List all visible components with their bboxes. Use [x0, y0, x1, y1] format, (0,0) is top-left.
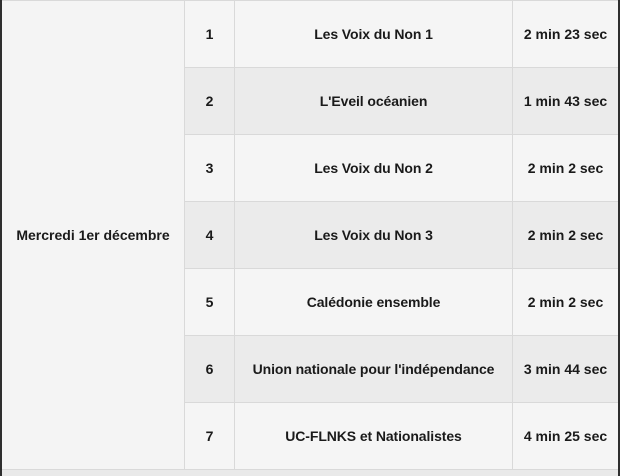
order-cell: 2 — [205, 93, 214, 109]
order-cell: 5 — [205, 294, 214, 310]
duration-cell: 4 min 25 sec — [523, 428, 608, 444]
order-cell: 6 — [205, 361, 214, 377]
name-cell: Les Voix du Non 3 — [234, 202, 513, 268]
table-body: Mercredi 1er décembre 1 Les Voix du Non … — [2, 0, 618, 469]
order-cell: 4 — [205, 227, 214, 243]
duration-cell: 2 min 2 sec — [527, 294, 604, 310]
order-cell: 7 — [205, 428, 214, 444]
duration-cell: 2 min 2 sec — [527, 160, 604, 176]
date-cell: Mercredi 1er décembre — [2, 0, 185, 469]
table-row: 6 Union nationale pour l'indépendance 3 … — [185, 335, 618, 402]
table-row: 5 Calédonie ensemble 2 min 2 sec — [185, 268, 618, 335]
table-row: 1 Les Voix du Non 1 2 min 23 sec — [185, 0, 618, 67]
duration-cell: 1 min 43 sec — [523, 93, 608, 109]
name-cell: Les Voix du Non 2 — [234, 135, 513, 201]
name-cell: Les Voix du Non 1 — [234, 1, 513, 67]
name-cell: L'Eveil océanien — [234, 68, 513, 134]
next-row-partial-strip — [2, 469, 618, 476]
duration-cell: 2 min 23 sec — [523, 26, 608, 42]
name-cell: Calédonie ensemble — [234, 269, 513, 335]
rows-container: 1 Les Voix du Non 1 2 min 23 sec 2 L'Eve… — [185, 0, 618, 469]
duration-cell: 2 min 2 sec — [527, 227, 604, 243]
table-row: 3 Les Voix du Non 2 2 min 2 sec — [185, 134, 618, 201]
table-row: 2 L'Eveil océanien 1 min 43 sec — [185, 67, 618, 134]
duration-cell: 3 min 44 sec — [523, 361, 608, 377]
name-cell: Union nationale pour l'indépendance — [234, 336, 513, 402]
order-cell: 3 — [205, 160, 214, 176]
name-cell: UC-FLNKS et Nationalistes — [234, 403, 513, 469]
table-row: 4 Les Voix du Non 3 2 min 2 sec — [185, 201, 618, 268]
table-row: 7 UC-FLNKS et Nationalistes 4 min 25 sec — [185, 402, 618, 469]
order-cell: 1 — [205, 26, 214, 42]
